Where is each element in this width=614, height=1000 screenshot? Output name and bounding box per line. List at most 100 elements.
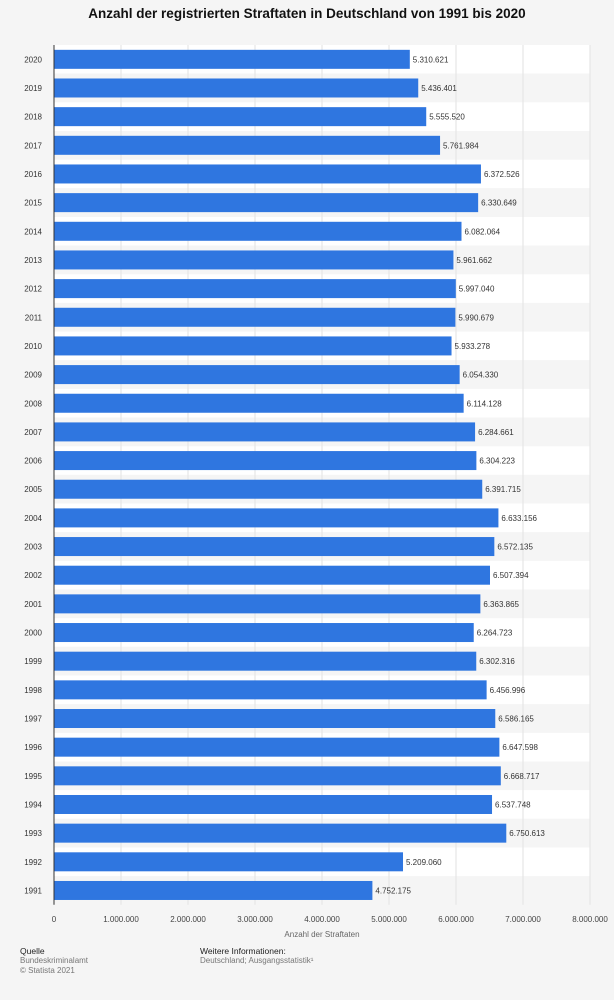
category-label: 1995 [24,772,42,781]
bar [54,451,477,471]
data-label: 6.363.865 [483,600,519,609]
category-label: 1992 [24,858,42,867]
data-label: 6.304.223 [479,457,515,466]
source-heading: Quelle [20,946,45,956]
source-line-1: Bundeskriminalamt [20,956,89,965]
info-line-1[interactable]: Deutschland; Ausgangsstatistik¹ [200,956,314,965]
x-tick-label: 4.000.000 [304,915,340,924]
bar [54,565,490,585]
data-label: 6.114.128 [467,399,503,408]
info-block: Weitere Informationen: Deutschland; Ausg… [200,946,313,966]
category-label: 2013 [24,256,42,265]
category-label: 2019 [24,84,42,93]
data-label: 5.209.060 [406,858,442,867]
data-label: 5.436.401 [421,84,457,93]
data-label: 6.391.715 [485,485,521,494]
category-label: 2004 [24,514,42,523]
bar [54,651,477,671]
bar [54,221,462,241]
bar [54,307,456,327]
category-label: 2016 [24,170,42,179]
bar [54,365,460,385]
data-label: 5.761.984 [443,141,479,150]
category-label: 2003 [24,543,42,552]
bar [54,623,474,643]
data-label: 6.372.526 [484,170,520,179]
data-labels: 5.310.621 5.436.401 5.555.520 5.761.984 6.37… [375,55,545,895]
bar [54,422,476,442]
data-label: 6.633.156 [501,514,537,523]
chart-title: Anzahl der registrierten Straftaten in D… [88,6,526,21]
data-label: 4.752.175 [375,886,411,895]
data-label: 6.647.598 [502,743,538,752]
category-label: 2007 [24,428,42,437]
category-label: 2009 [24,371,42,380]
info-heading: Weitere Informationen: [200,946,286,956]
category-label: 1998 [24,686,42,695]
category-label: 2014 [24,227,42,236]
bar [54,250,454,270]
x-tick-label: 3.000.000 [237,915,273,924]
data-label: 5.961.662 [456,256,492,265]
data-label: 6.302.316 [479,657,515,666]
bar [54,164,481,184]
data-label: 6.507.394 [493,571,529,580]
data-label: 6.456.996 [490,686,526,695]
bar [54,737,500,757]
source-block: Quelle Bundeskriminalamt © Statista 2021 [20,946,88,976]
category-label: 2015 [24,199,42,208]
category-label: 1996 [24,743,42,752]
bar [54,107,427,127]
bar [54,393,464,413]
x-axis-label: Anzahl der Straftaten [284,930,359,939]
x-tick-label: 7.000.000 [505,915,541,924]
bar [54,193,479,213]
category-label: 1994 [24,800,42,809]
category-labels: 2020 2019 2018 2017 2016 2015 2014 2013 2012 2011… [24,55,42,895]
bar-chart: 5.310.621 5.436.401 5.555.520 5.761.984 6.37… [24,45,609,939]
bar [54,709,496,729]
data-label: 5.990.679 [458,313,494,322]
data-label: 5.933.278 [455,342,491,351]
data-label: 5.997.040 [459,285,495,294]
category-label: 2001 [24,600,42,609]
category-label: 1999 [24,657,42,666]
x-tick-label: 0 [52,915,57,924]
bar [54,508,499,528]
category-label: 2000 [24,629,42,638]
data-label: 6.750.613 [509,829,545,838]
data-label: 6.586.165 [498,715,534,724]
bars [54,49,507,900]
data-label: 6.572.135 [497,543,533,552]
category-label: 1991 [24,886,42,895]
category-label: 2002 [24,571,42,580]
category-label: 2017 [24,141,42,150]
category-label: 2006 [24,457,42,466]
x-tick-labels: 0 1.000.000 2.000.000 3.000.000 4.000.000 5.0… [52,915,609,924]
category-label: 2005 [24,485,42,494]
source-line-2[interactable]: © Statista 2021 [20,966,75,975]
bar [54,766,501,786]
category-label: 1997 [24,715,42,724]
x-tick-label: 6.000.000 [438,915,474,924]
category-label: 2011 [25,313,43,322]
data-label: 6.082.064 [464,227,500,236]
bar [54,594,481,614]
bar [54,537,495,557]
bar [54,279,456,299]
bar [54,794,493,814]
category-label: 2020 [24,55,42,64]
bar [54,135,441,155]
x-tick-label: 2.000.000 [170,915,206,924]
bar [54,336,452,356]
bar [54,880,373,900]
bar [54,823,507,843]
data-label: 5.310.621 [413,55,449,64]
data-label: 6.284.661 [478,428,514,437]
data-label: 6.330.649 [481,199,517,208]
x-tick-label: 8.000.000 [572,915,608,924]
category-label: 2008 [24,399,42,408]
x-tick-label: 5.000.000 [371,915,407,924]
data-label: 6.537.748 [495,800,531,809]
data-label: 6.054.330 [463,371,499,380]
